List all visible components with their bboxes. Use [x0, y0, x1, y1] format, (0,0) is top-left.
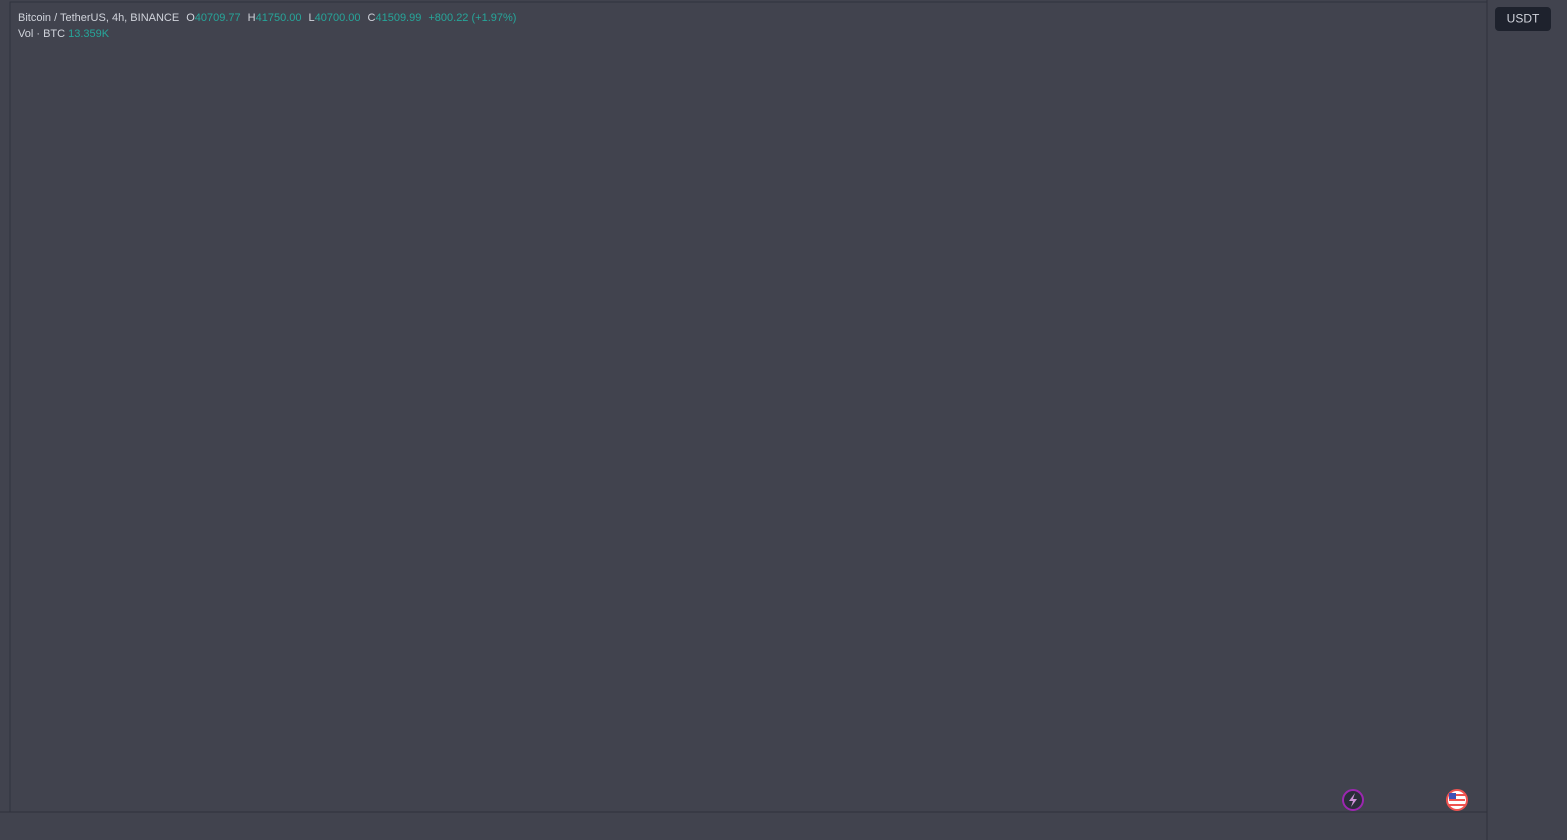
- ohlc-key: O: [186, 12, 195, 24]
- volume-legend: Vol · BTC 13.359K: [18, 26, 516, 42]
- ohlc-key: H: [247, 12, 256, 24]
- event-icon[interactable]: [1446, 789, 1468, 811]
- event-icon[interactable]: [1342, 789, 1364, 811]
- ohlc-key: C: [367, 12, 376, 24]
- flag-canton: [1449, 793, 1456, 799]
- ohlc-key: L: [308, 12, 315, 24]
- ohlc-value: 41750.00: [255, 12, 302, 24]
- legend: Bitcoin / TetherUS, 4h, BINANCE O40709.77…: [18, 10, 516, 42]
- flag-stripe: [1449, 804, 1465, 806]
- symbol-title: Bitcoin / TetherUS, 4h, BINANCE: [18, 12, 180, 24]
- price-legend: Bitcoin / TetherUS, 4h, BINANCE O40709.77…: [18, 10, 516, 26]
- volume-value: 13.359K: [68, 28, 110, 40]
- lightning-glyph: [1349, 793, 1357, 807]
- ohlc-value: 40700.00: [314, 12, 361, 24]
- ohlc-value: 41509.99: [375, 12, 422, 24]
- currency-button[interactable]: [1495, 7, 1551, 31]
- volume-name: Vol · BTC: [18, 28, 66, 40]
- plot-area: [9, 1, 1488, 813]
- flag-stripe: [1449, 794, 1465, 796]
- change: +800.22 (+1.97%): [428, 12, 517, 24]
- currency[interactable]: USDT: [1507, 12, 1540, 26]
- ohlc-value: 40709.77: [194, 12, 241, 24]
- flag-stripe: [1449, 799, 1465, 801]
